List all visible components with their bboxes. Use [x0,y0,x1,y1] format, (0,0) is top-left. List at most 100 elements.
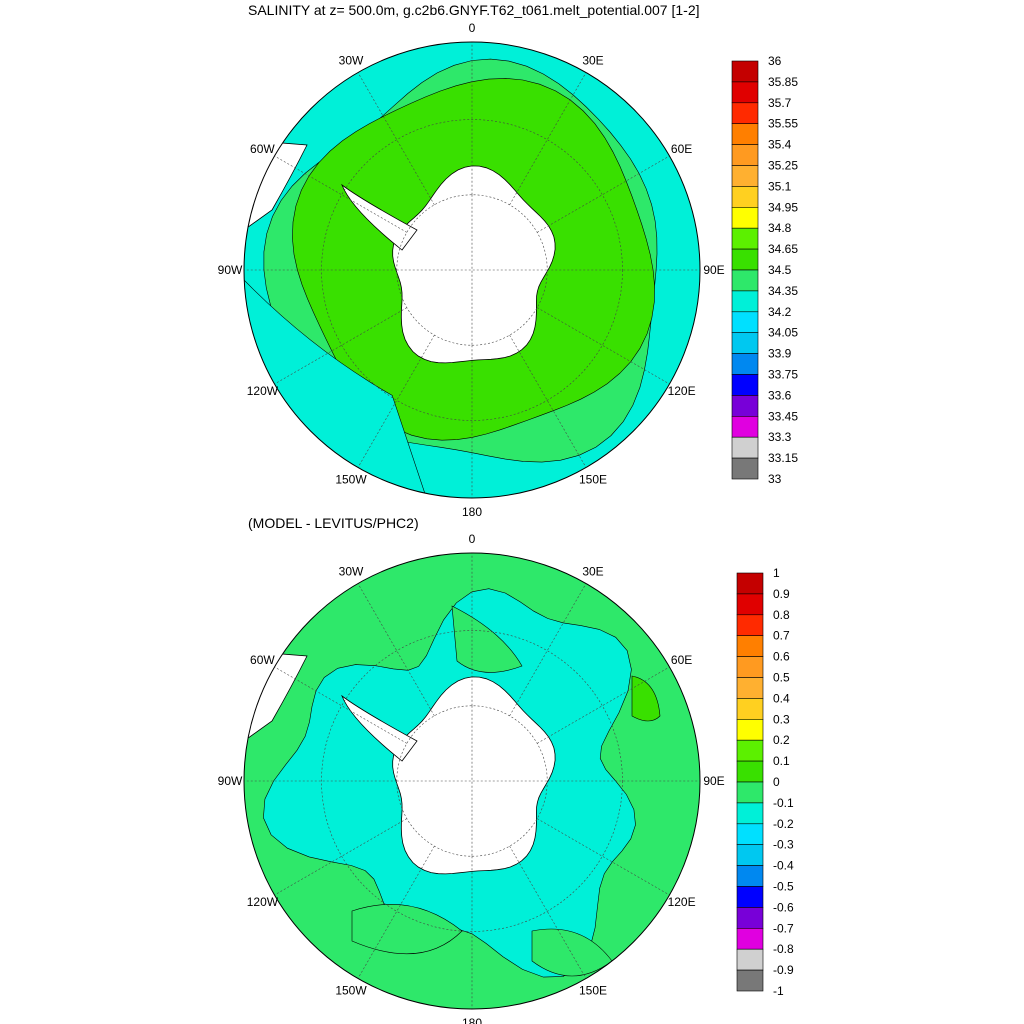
colorbar-swatch [736,739,764,762]
graticule [244,42,700,498]
colorbar-swatch [736,886,764,908]
longitude-label: 60W [250,142,275,156]
colorbar-label: 0 [773,775,780,789]
colorbar-swatch [736,614,764,636]
bottom-map-title: (MODEL - LEVITUS/PHC2) [248,515,419,531]
colorbar-label: 35.4 [768,138,792,152]
colorbar-label: 34.8 [768,221,792,235]
meridian-line [537,818,670,896]
map-border [243,552,701,1010]
colorbar-swatch [731,102,759,125]
meridian-line [274,666,407,744]
colorbar-label: 1 [773,566,780,580]
colorbar-label: 35.1 [768,179,792,193]
colorbar-swatch [731,457,759,480]
colorbar-label: 0.4 [773,691,790,705]
colorbar-swatch [731,415,759,438]
meridian-line [537,666,670,744]
meridian-line [357,72,435,205]
longitude-label: 60E [671,653,692,667]
colorbar-label: 0.2 [773,733,790,747]
colorbar-label: -0.4 [773,859,794,873]
longitude-label: 60W [250,653,275,667]
colorbar-label: 35.85 [768,75,798,89]
colorbar-swatch [736,823,764,845]
colorbar-label: -0.9 [773,963,794,977]
colorbar-label: 34.5 [768,263,792,277]
colorbar-label: -0.2 [773,817,794,831]
anomaly-region-positive [451,605,523,673]
antarctic-peninsula [341,183,418,251]
longitude-label: 150W [335,984,367,998]
colorbar-label: -0.3 [773,838,794,852]
longitude-label: 120W [247,384,279,398]
colorbar-swatch [731,248,759,271]
colorbar-label: 33 [768,472,782,486]
bottom-colorbar: 1 0.9 0.8 0.7 0.6 0.5 0.4 0.3 0.2 0.1 0 -0.1 -0.2 -0.… [736,566,794,998]
top-colorbar: 36 35.85 35.7 35.55 35.4 35.25 35.1 34.95 34.8 34… [731,54,798,486]
top-map-title: SALINITY at z= 500.0m, g.c2b6.GNYF.T62_t… [248,2,700,18]
colorbar-swatch [731,123,759,145]
colorbar-label: 33.9 [768,347,792,361]
colorbar-swatch [736,718,764,741]
latitude-circle [321,630,623,932]
colorbar-swatch [736,781,764,804]
meridian-line [509,583,587,716]
longitude-label: 90W [218,774,243,788]
longitude-label: 0 [469,532,476,546]
longitude-label: 180 [462,1016,482,1024]
longitude-label: 30W [339,53,364,67]
longitude-label: 150E [579,473,607,487]
colorbar-swatch [736,865,764,887]
longitude-label: 120E [668,895,696,909]
longitude-label: 90W [218,263,243,277]
colorbar-swatch [731,332,759,354]
longitude-label: 0 [469,21,476,35]
map-border [243,41,701,499]
longitude-label: 90E [703,263,724,277]
longitude-label: 30W [339,564,364,578]
colorbar-label: 33.75 [768,368,798,382]
colorbar-swatch [731,436,759,459]
longitude-label: 120E [668,384,696,398]
colorbar-swatch [736,802,764,825]
longitude-label: 30E [582,53,603,67]
longitude-label: 180 [462,505,482,519]
colorbar-swatch [731,60,759,83]
colorbar-swatch [731,395,759,417]
longitude-label: 150W [335,473,367,487]
longitude-label: 90E [703,774,724,788]
colorbar-swatch [731,165,759,187]
graticule [244,553,700,1009]
meridian-line [274,307,407,385]
colorbar-label: 34.65 [768,242,798,256]
colorbar-swatch [736,844,764,866]
colorbar-label: 33.3 [768,430,792,444]
colorbar-swatch [736,948,764,971]
colorbar-label: 33.15 [768,451,798,465]
meridian-line [274,818,407,896]
colorbar-label: 35.25 [768,159,798,173]
colorbar-label: -0.6 [773,900,794,914]
colorbar-label: 35.7 [768,96,792,110]
colorbar-label: 0.8 [773,608,790,622]
colorbar-label: 34.2 [768,305,792,319]
colorbar-swatch [731,144,759,166]
colorbar-label: 33.45 [768,409,798,423]
colorbar-swatch [731,81,759,104]
colorbar-label: 35.55 [768,117,798,131]
colorbar-swatch [731,227,759,250]
colorbar-swatch [736,907,764,929]
colorbar-label: 0.3 [773,712,790,726]
colorbar-label: 0.1 [773,754,790,768]
colorbar-swatch [731,374,759,396]
colorbar-swatch [736,760,764,783]
meridian-line [357,846,435,979]
meridian-line [537,155,670,233]
longitude-label: 120W [247,895,279,909]
colorbar-label: 34.35 [768,284,798,298]
colorbar-label: -0.5 [773,880,794,894]
colorbar-swatch [731,207,759,229]
colorbar-label: -0.8 [773,942,794,956]
